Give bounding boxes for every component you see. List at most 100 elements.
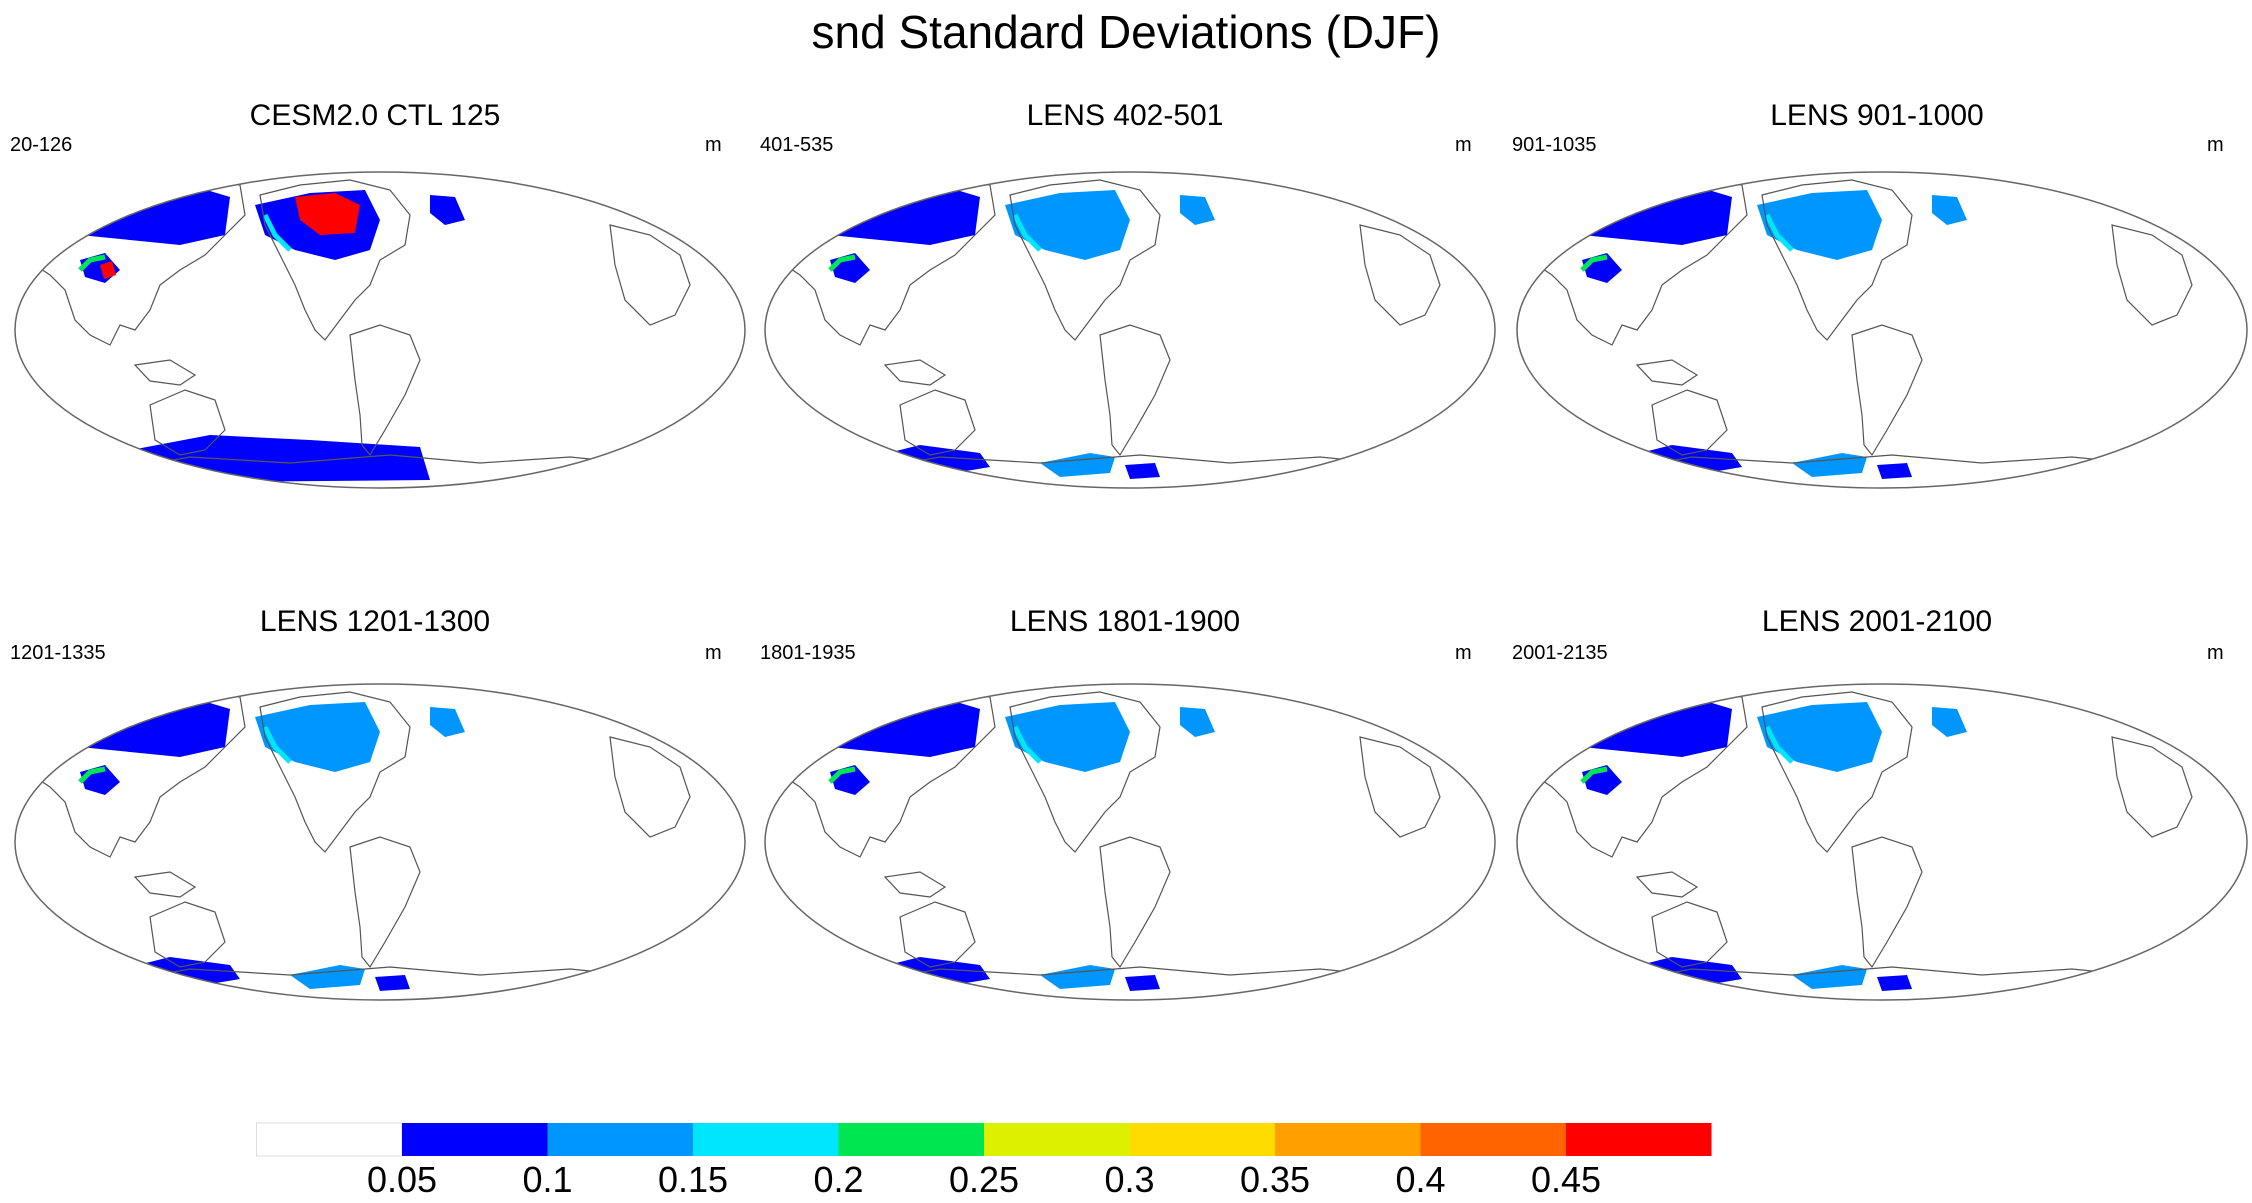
coastline bbox=[1601, 966, 2153, 986]
snow-ridge bbox=[1580, 766, 1608, 784]
panel-range-label: 1201-1335 bbox=[10, 642, 106, 664]
snow-region bbox=[1125, 463, 1160, 479]
colorbar-tick-label: 0.45 bbox=[1531, 1159, 1601, 1200]
panel-title: LENS 1801-1900 bbox=[1010, 605, 1240, 638]
colorbar-swatch bbox=[1275, 1123, 1421, 1156]
map-panel: LENS 1801-1900 1801-1935 m bbox=[760, 605, 1496, 1001]
snow-ridge bbox=[828, 766, 856, 784]
coastline bbox=[133, 359, 197, 386]
snow-ridge bbox=[1580, 254, 1608, 272]
snow-region bbox=[430, 707, 465, 737]
snow-region bbox=[1005, 702, 1130, 772]
coastline bbox=[1635, 871, 1699, 898]
colorbar-tick-label: 0.05 bbox=[367, 1159, 437, 1200]
snow-ridge bbox=[828, 254, 856, 272]
coastline bbox=[149, 389, 226, 456]
coastline bbox=[2111, 224, 2193, 326]
map-area bbox=[14, 683, 746, 1001]
colorbar-swatch bbox=[1420, 1123, 1566, 1156]
snow-region bbox=[1757, 702, 1882, 772]
snow-region bbox=[375, 975, 410, 991]
colorbar-swatch bbox=[693, 1123, 839, 1156]
coastline bbox=[133, 871, 197, 898]
panel-unit-label: m bbox=[2207, 642, 2224, 664]
coastline bbox=[1651, 901, 1728, 968]
snow-region bbox=[50, 697, 230, 757]
coastline bbox=[1635, 359, 1699, 386]
coastline bbox=[1761, 179, 1913, 341]
coastline bbox=[883, 359, 947, 386]
figure-title: snd Standard Deviations (DJF) bbox=[812, 6, 1441, 58]
colorbar-swatch bbox=[547, 1123, 693, 1156]
colorbar-tick-label: 0.4 bbox=[1395, 1159, 1445, 1200]
map-border bbox=[764, 683, 1496, 1001]
colorbar: 0.05 0.1 0.15 0.2 0.25 0.3 0.35 0.4 0.45 bbox=[256, 1122, 1712, 1200]
colorbar-swatch bbox=[1129, 1123, 1275, 1156]
snow-ridge bbox=[78, 254, 106, 272]
coastline bbox=[259, 691, 411, 853]
snow-ridge bbox=[1764, 725, 1794, 764]
snow-region bbox=[800, 697, 980, 757]
coastline bbox=[149, 901, 226, 968]
map-panel: CESM2.0 CTL 125 20-126 m bbox=[10, 99, 746, 489]
map-area bbox=[1516, 171, 2248, 489]
map-border bbox=[14, 683, 746, 1001]
snow-ridge bbox=[262, 213, 292, 252]
snow-region bbox=[50, 185, 230, 245]
map-area bbox=[14, 171, 746, 489]
map-area bbox=[764, 683, 1496, 1001]
coastline bbox=[1851, 836, 1923, 969]
coastline bbox=[609, 224, 691, 326]
snow-region bbox=[1877, 463, 1912, 479]
panel-range-label: 20-126 bbox=[10, 134, 72, 156]
map-content bbox=[1531, 691, 2193, 991]
colorbar-tick-label: 0.15 bbox=[658, 1159, 728, 1200]
colorbar-swatch bbox=[402, 1123, 548, 1156]
coastline bbox=[899, 389, 976, 456]
map-content bbox=[779, 179, 1441, 479]
panel-title: LENS 901-1000 bbox=[1770, 99, 1984, 132]
coastline bbox=[1359, 736, 1441, 838]
snow-ridge bbox=[1012, 725, 1042, 764]
snow-region bbox=[1552, 185, 1732, 245]
coastline bbox=[349, 324, 421, 457]
panel-range-label: 2001-2135 bbox=[1512, 642, 1608, 664]
map-area bbox=[764, 171, 1496, 489]
coastline bbox=[883, 871, 947, 898]
coastline bbox=[259, 179, 411, 341]
colorbar-tick-label: 0.35 bbox=[1240, 1159, 1310, 1200]
coastline bbox=[849, 454, 1401, 474]
snow-region bbox=[1005, 190, 1130, 260]
snow-ridge bbox=[1764, 213, 1794, 252]
snow-region bbox=[1040, 965, 1115, 989]
panel-title: CESM2.0 CTL 125 bbox=[250, 99, 501, 132]
coastline bbox=[1009, 691, 1161, 853]
coastline bbox=[99, 966, 651, 986]
coastline bbox=[1601, 454, 2153, 474]
panel-unit-label: m bbox=[1455, 642, 1472, 664]
map-border bbox=[1516, 171, 2248, 489]
map-border bbox=[14, 171, 746, 489]
snow-region bbox=[290, 965, 365, 989]
coastline bbox=[1851, 324, 1923, 457]
panel-title: LENS 402-501 bbox=[1027, 99, 1224, 132]
colorbar-swatch bbox=[1566, 1123, 1712, 1156]
colorbar-tick-label: 0.1 bbox=[522, 1159, 572, 1200]
snow-region bbox=[1125, 975, 1160, 991]
coastline bbox=[1359, 224, 1441, 326]
snow-region bbox=[1040, 453, 1115, 477]
snow-ridge bbox=[1012, 213, 1042, 252]
map-content bbox=[29, 691, 691, 991]
panel-unit-label: m bbox=[2207, 134, 2224, 156]
coastline bbox=[2111, 736, 2193, 838]
panel-unit-label: m bbox=[705, 642, 722, 664]
panel-range-label: 401-535 bbox=[760, 134, 833, 156]
panel-unit-label: m bbox=[1455, 134, 1472, 156]
coastline bbox=[349, 836, 421, 969]
snow-region-high bbox=[100, 261, 116, 279]
snow-region bbox=[1180, 195, 1215, 225]
snow-region bbox=[105, 435, 430, 483]
map-content bbox=[1531, 179, 2193, 479]
colorbar-swatch bbox=[838, 1123, 984, 1156]
